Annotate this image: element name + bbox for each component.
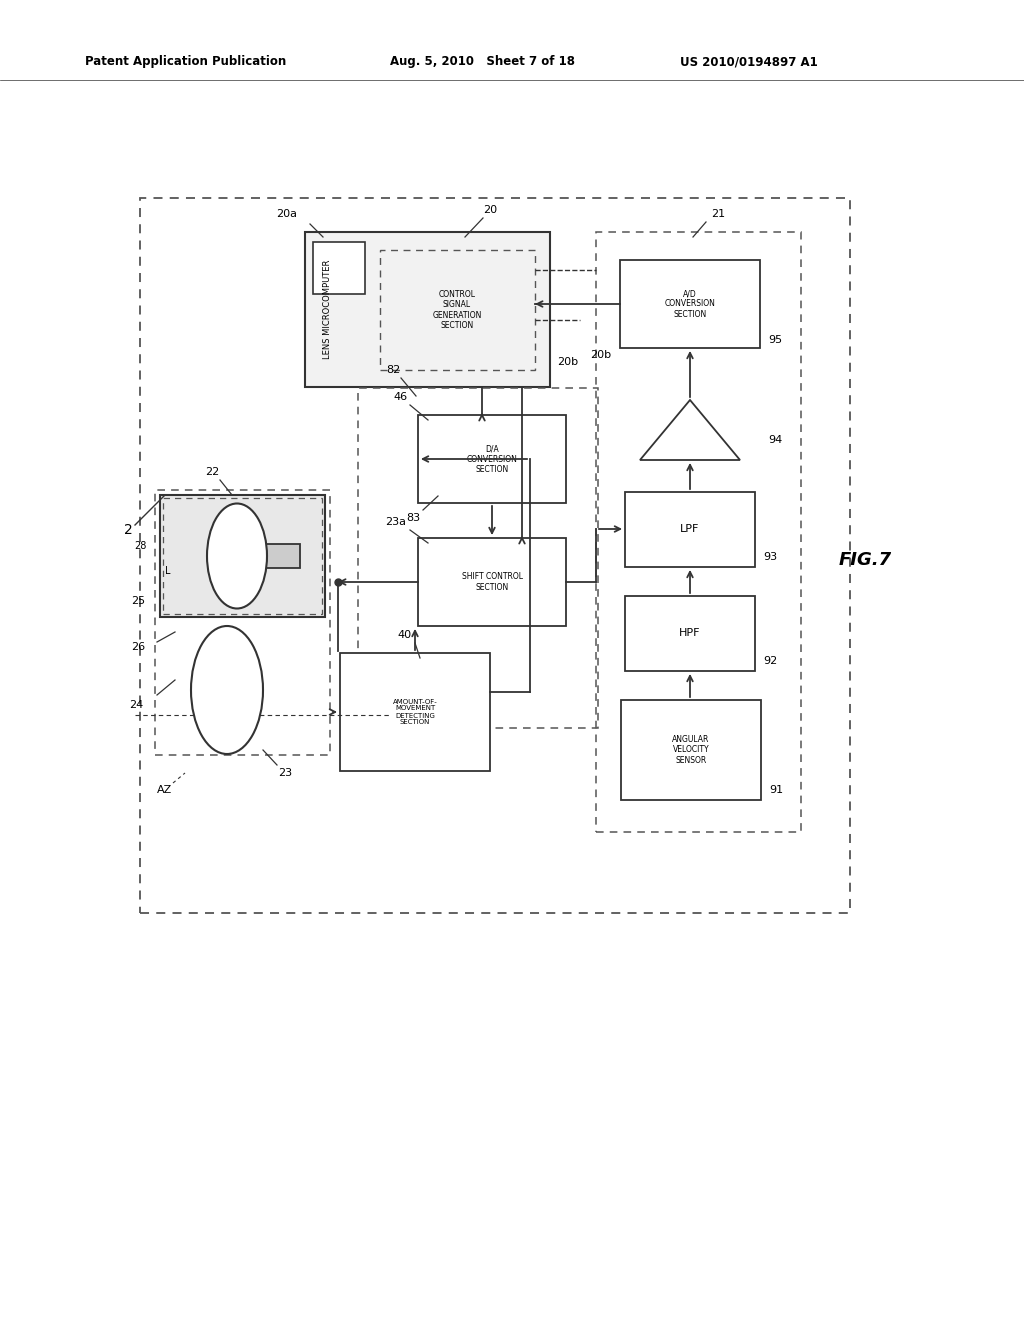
Text: AZ: AZ: [158, 785, 173, 795]
Bar: [596, 232, 801, 832]
Text: Patent Application Publication: Patent Application Publication: [85, 55, 287, 69]
Text: 20b: 20b: [557, 356, 579, 367]
Text: 92: 92: [763, 656, 777, 667]
Bar: [340, 653, 490, 771]
Text: FIG.7: FIG.7: [839, 550, 892, 569]
Text: 2: 2: [124, 523, 132, 537]
Text: AMOUNT-OF-
MOVEMENT
DETECTING
SECTION: AMOUNT-OF- MOVEMENT DETECTING SECTION: [392, 698, 437, 726]
Text: 22: 22: [205, 467, 219, 477]
Text: 93: 93: [763, 552, 777, 562]
Text: 95: 95: [768, 335, 782, 345]
Text: 26: 26: [131, 642, 145, 652]
Text: 21: 21: [711, 209, 725, 219]
Bar: [160, 495, 325, 616]
Text: LENS MICROCOMPUTER: LENS MICROCOMPUTER: [323, 259, 332, 359]
Text: 25: 25: [131, 597, 145, 606]
Text: 23a: 23a: [385, 517, 407, 527]
Bar: [621, 700, 761, 800]
Text: 20a: 20a: [276, 209, 298, 219]
Text: 91: 91: [769, 785, 783, 795]
Ellipse shape: [207, 503, 267, 609]
Text: 20b: 20b: [590, 350, 611, 360]
Bar: [418, 414, 566, 503]
Text: HPF: HPF: [679, 628, 700, 638]
Text: Aug. 5, 2010   Sheet 7 of 18: Aug. 5, 2010 Sheet 7 of 18: [390, 55, 575, 69]
Text: A/D
CONVERSION
SECTION: A/D CONVERSION SECTION: [665, 289, 716, 319]
Text: 28: 28: [134, 541, 147, 550]
Bar: [358, 388, 598, 729]
Text: 46: 46: [393, 392, 408, 403]
Bar: [155, 490, 330, 755]
Bar: [313, 242, 365, 294]
Polygon shape: [640, 400, 740, 459]
Text: LPF: LPF: [680, 524, 699, 535]
Text: 82: 82: [386, 366, 400, 375]
Text: US 2010/0194897 A1: US 2010/0194897 A1: [680, 55, 818, 69]
Ellipse shape: [191, 626, 263, 754]
Text: 24: 24: [129, 700, 143, 710]
Text: CONTROL
SIGNAL
GENERATION
SECTION: CONTROL SIGNAL GENERATION SECTION: [432, 290, 481, 330]
Text: 40: 40: [398, 630, 412, 640]
Bar: [163, 498, 322, 614]
Text: D/A
CONVERSION
SECTION: D/A CONVERSION SECTION: [467, 444, 517, 474]
Bar: [230, 544, 300, 568]
Text: ANGULAR
VELOCITY
SENSOR: ANGULAR VELOCITY SENSOR: [673, 735, 710, 764]
Bar: [418, 539, 566, 626]
Bar: [380, 249, 535, 370]
Text: SHIFT CONTROL
SECTION: SHIFT CONTROL SECTION: [462, 573, 522, 591]
Text: 94: 94: [768, 436, 782, 445]
Text: 83: 83: [406, 513, 420, 523]
Text: L: L: [165, 566, 171, 576]
Text: 20: 20: [483, 205, 497, 215]
Text: 23: 23: [278, 768, 292, 777]
Bar: [620, 260, 760, 348]
Bar: [625, 597, 755, 671]
Bar: [305, 232, 550, 387]
Bar: [625, 492, 755, 568]
Bar: [140, 198, 850, 913]
